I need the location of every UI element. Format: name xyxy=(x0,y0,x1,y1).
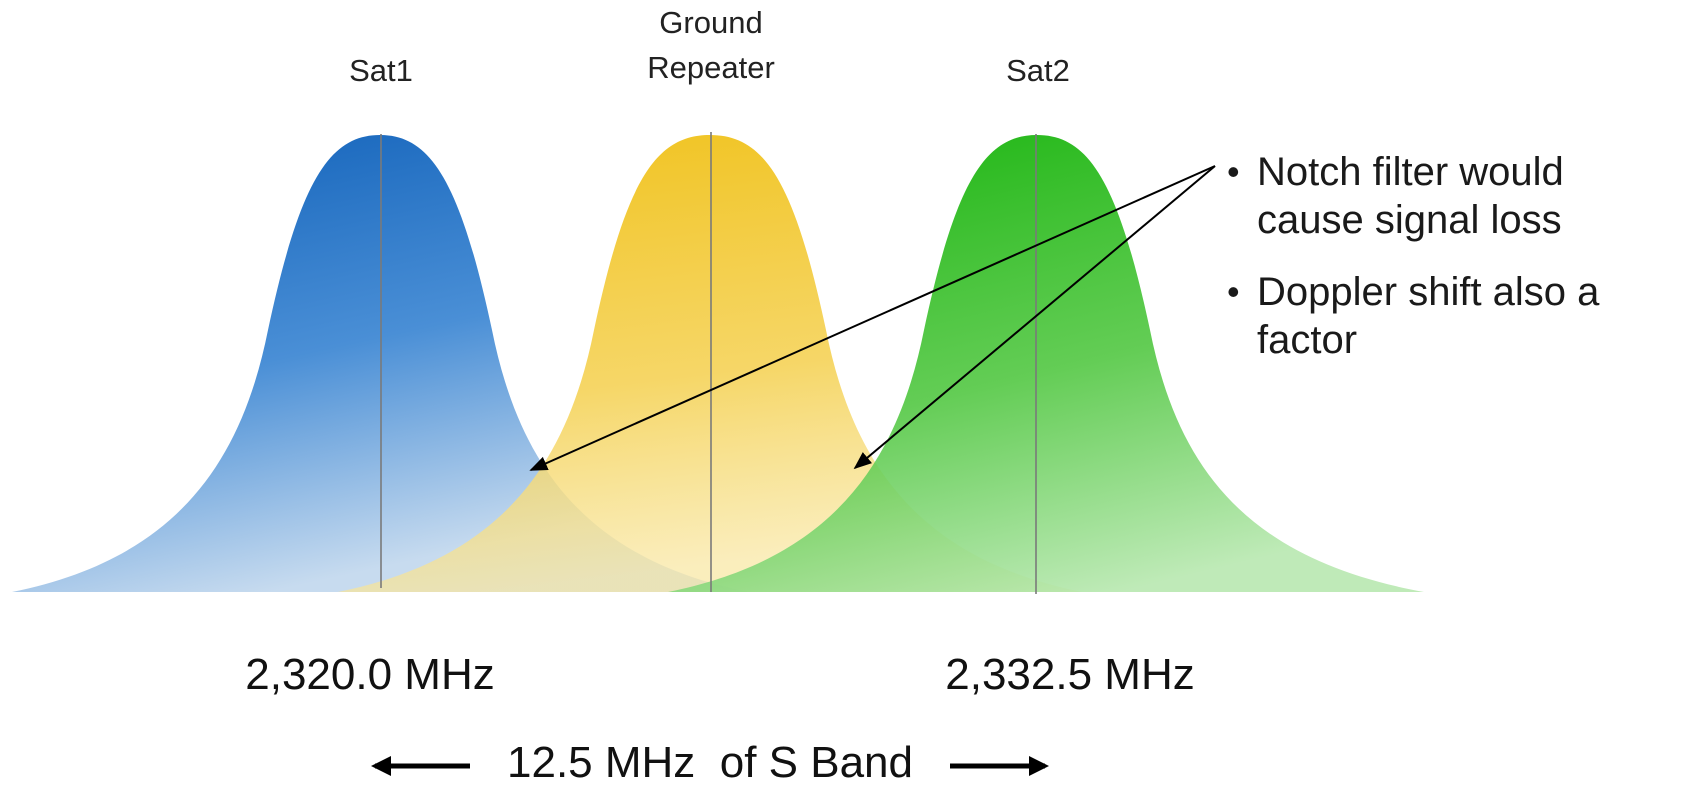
sat1-curve xyxy=(12,135,748,592)
sat1-label: Sat1 xyxy=(349,53,413,88)
notes-list: • Notch filter would cause signal loss •… xyxy=(1227,148,1677,388)
freq-left-label: 2,320.0 MHz xyxy=(245,650,495,699)
note-notch-filter: Notch filter would cause signal loss xyxy=(1257,150,1564,242)
bullet-dot: • xyxy=(1227,271,1240,312)
list-item: • Doppler shift also a factor xyxy=(1227,268,1677,364)
freq-right-label: 2,332.5 MHz xyxy=(945,650,1195,699)
ground-repeater-curve xyxy=(338,135,1082,592)
bullet-dot: • xyxy=(1227,151,1240,192)
notch-arrow-right xyxy=(853,165,1216,470)
sat2-curve xyxy=(668,135,1424,592)
notch-arrow-left xyxy=(529,165,1216,471)
sat2-label: Sat2 xyxy=(1006,53,1070,88)
ground-repeater-label-line2: Repeater xyxy=(647,50,775,85)
ground-repeater-label-line1: Ground xyxy=(659,5,763,40)
band-indicator xyxy=(371,756,1049,776)
band-label: 12.5 MHz of S Band xyxy=(507,738,913,787)
list-item: • Notch filter would cause signal loss xyxy=(1227,148,1677,244)
note-doppler-shift: Doppler shift also a factor xyxy=(1257,270,1600,362)
